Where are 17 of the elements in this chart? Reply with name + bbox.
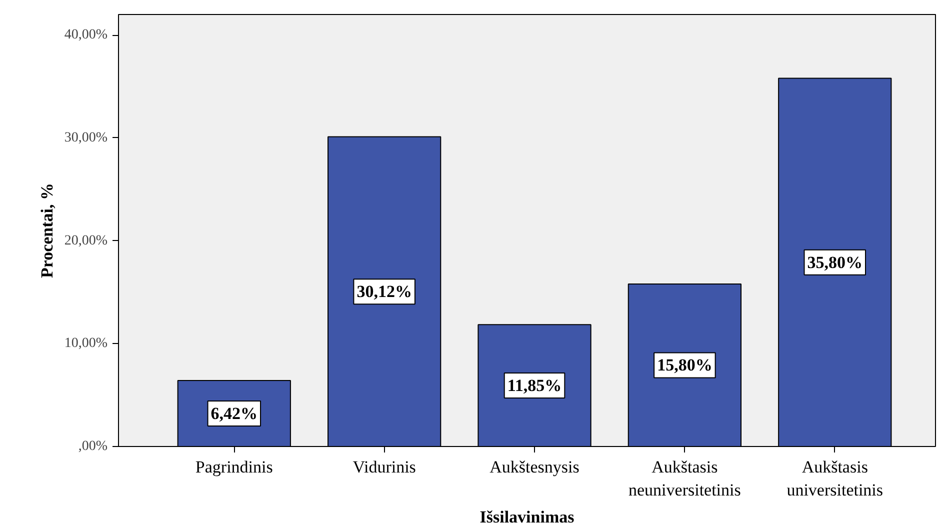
y-tick-label: 40,00% [64, 28, 108, 43]
y-tick-label: 20,00% [64, 233, 108, 248]
x-tick-label: Aukštesnysis [490, 458, 580, 476]
data-label: 15,80% [657, 356, 712, 375]
y-axis-title: Procentai, % [37, 182, 56, 278]
x-tick-label: Pagrindinis [195, 458, 273, 476]
x-tick-label: Aukštasis universitetinis [786, 458, 884, 500]
x-tick-label: Aukštasis neuniversitetinis [628, 458, 741, 500]
data-label: 35,80% [807, 252, 862, 272]
data-label: 30,12% [356, 282, 412, 302]
y-tick-label: 10,00% [64, 336, 108, 352]
y-tick-label: 30,00% [64, 130, 108, 146]
data-label: 6,42% [210, 404, 258, 423]
x-tick-label: Vidurinis [352, 458, 416, 476]
x-axis-title: Išsilavinimas [480, 507, 575, 526]
data-label: 11,85% [507, 376, 562, 396]
y-tick-label: ,00% [78, 439, 108, 454]
